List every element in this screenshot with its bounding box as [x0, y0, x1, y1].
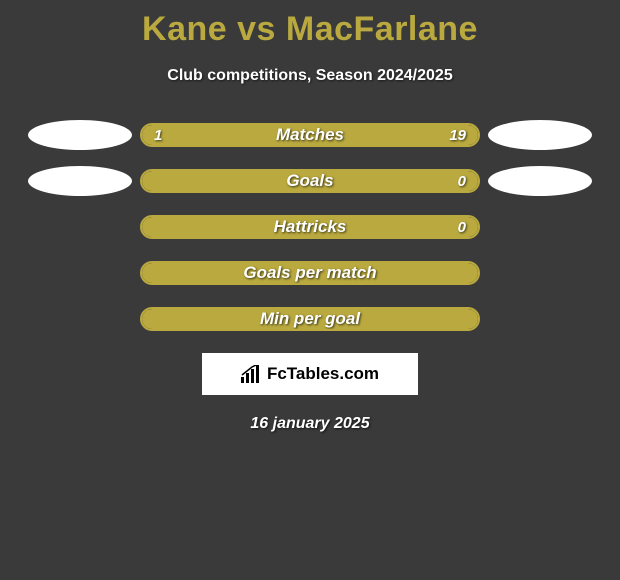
brand-box: FcTables.com [202, 353, 418, 395]
player-avatar-left [28, 120, 132, 150]
avatar-slot-left [20, 166, 140, 196]
brand-chart-icon [241, 365, 263, 383]
stat-row-goals: Goals 0 [0, 169, 620, 193]
stat-row-hattricks: Hattricks 0 [0, 215, 620, 239]
stat-label: Goals per match [142, 263, 478, 283]
stat-row-goals-per-match: Goals per match [0, 261, 620, 285]
brand-text: FcTables.com [267, 364, 379, 384]
brand-inner: FcTables.com [241, 364, 379, 384]
stat-value-right: 0 [458, 219, 466, 236]
bar-track: 1 Matches 19 [140, 123, 480, 147]
avatar-slot-right [480, 120, 600, 150]
stat-row-min-per-goal: Min per goal [0, 307, 620, 331]
bar-track: Goals 0 [140, 169, 480, 193]
stat-label: Goals [142, 171, 478, 191]
bar-track: Min per goal [140, 307, 480, 331]
stat-label: Min per goal [142, 309, 478, 329]
bar-track: Hattricks 0 [140, 215, 480, 239]
subtitle: Club competitions, Season 2024/2025 [0, 67, 620, 85]
stat-value-right: 0 [458, 173, 466, 190]
stat-label: Hattricks [142, 217, 478, 237]
stats-area: 1 Matches 19 Goals 0 [0, 123, 620, 331]
page-title: Kane vs MacFarlane [0, 0, 620, 49]
bar-track: Goals per match [140, 261, 480, 285]
avatar-slot-right [480, 166, 600, 196]
player-avatar-right [488, 166, 592, 196]
footer-date: 16 january 2025 [0, 415, 620, 433]
stat-value-right: 19 [449, 127, 466, 144]
comparison-widget: Kane vs MacFarlane Club competitions, Se… [0, 0, 620, 433]
stat-row-matches: 1 Matches 19 [0, 123, 620, 147]
player-avatar-left [28, 166, 132, 196]
avatar-slot-left [20, 120, 140, 150]
player-avatar-right [488, 120, 592, 150]
stat-label: Matches [142, 125, 478, 145]
